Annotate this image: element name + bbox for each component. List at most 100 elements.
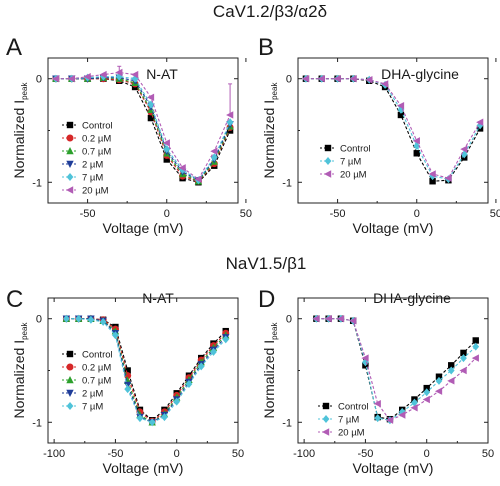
heading-top: CaV1.2/β3/α2δ	[213, 2, 327, 21]
legend-marker	[66, 134, 74, 142]
y-axis-label-main: Normalized I	[261, 100, 277, 179]
data-point	[411, 398, 418, 407]
data-point	[99, 317, 107, 326]
data-point	[448, 362, 455, 369]
x-tick-label: 0	[164, 208, 170, 220]
data-point	[444, 174, 452, 182]
legend-label: Control	[82, 350, 113, 361]
x-axis-label: Voltage (mV)	[103, 220, 184, 236]
data-point	[163, 156, 170, 163]
x-tick-label: 0	[414, 208, 420, 220]
data-point	[422, 395, 430, 404]
series-line	[55, 71, 231, 180]
panel-title: N-AT	[146, 66, 178, 82]
legend-marker	[66, 402, 74, 410]
legend-label: 7 µM	[82, 173, 103, 184]
legend-label: 0.2 µM	[82, 363, 111, 374]
data-point	[324, 315, 332, 323]
legend-label: 20 µM	[338, 428, 365, 439]
y-tick-label: 0	[36, 314, 42, 326]
series-line	[305, 78, 481, 180]
data-point	[162, 139, 170, 147]
x-axis-label: Voltage (mV)	[353, 460, 434, 476]
legend-label: 7 µM	[340, 157, 361, 168]
data-point	[131, 70, 139, 79]
legend-marker	[66, 173, 74, 181]
data-point	[312, 315, 320, 323]
y-axis-label-sub: peak	[270, 82, 279, 100]
legend-marker	[66, 121, 74, 129]
x-tick-label: 50	[482, 448, 494, 460]
data-point	[87, 315, 95, 324]
legend-label: Control	[340, 144, 371, 155]
legend-label: 20 µM	[340, 170, 367, 181]
data-point	[434, 387, 443, 395]
data-point	[222, 335, 230, 344]
legend-label: Control	[338, 402, 369, 413]
data-point	[147, 114, 155, 122]
data-point	[301, 75, 310, 83]
legend-marker	[66, 350, 74, 358]
data-point	[423, 384, 430, 392]
legend-label: 0.2 µM	[82, 134, 111, 145]
data-point	[361, 354, 369, 362]
x-tick-label: 0	[424, 448, 430, 460]
legend-label: 7 µM	[338, 415, 359, 426]
panel-b: B DHA-glycine -50 0 50 0 -1 Voltage (mV) Normali…	[258, 34, 500, 236]
legend-label: 2 µM	[82, 389, 103, 400]
data-point	[349, 75, 357, 83]
x-tick-label: -50	[107, 448, 123, 460]
data-point	[435, 373, 443, 380]
data-point	[447, 366, 455, 375]
legend-marker	[66, 186, 74, 194]
plot-frame	[47, 57, 239, 204]
legend-marker	[66, 389, 74, 397]
data-point	[349, 317, 357, 325]
panel-letter: B	[258, 34, 274, 61]
data-point	[99, 70, 107, 79]
y-axis-label: Normalized Ipeak	[11, 82, 29, 179]
data-point	[398, 407, 406, 416]
data-point	[429, 178, 436, 185]
data-point	[185, 379, 193, 388]
data-point	[124, 385, 132, 394]
data-point	[412, 137, 420, 145]
series-line	[305, 78, 481, 179]
panel-letter: A	[6, 34, 22, 61]
y-tick-label: 0	[36, 74, 42, 86]
data-point	[435, 376, 443, 385]
legend-marker	[324, 157, 332, 165]
x-tick-label: -50	[80, 208, 96, 220]
data-point	[460, 150, 468, 159]
data-point	[124, 367, 131, 374]
data-point	[197, 362, 205, 371]
series-line	[55, 78, 231, 183]
x-tick-label: 50	[490, 208, 500, 220]
data-point	[51, 75, 60, 83]
legend-label: 2 µM	[82, 160, 103, 171]
data-point	[385, 416, 394, 424]
data-point	[398, 411, 406, 419]
legend-marker	[324, 170, 332, 178]
y-tick-label: -1	[32, 417, 42, 429]
data-point	[413, 150, 420, 157]
data-point	[131, 74, 139, 83]
legend-label: 7 µM	[82, 402, 103, 413]
data-point	[146, 93, 155, 102]
data-point	[210, 347, 217, 356]
y-axis-label-main: Normalized I	[11, 100, 27, 179]
x-tick-label: -100	[293, 448, 315, 460]
data-point	[413, 142, 421, 151]
x-tick-label: 0	[174, 448, 180, 460]
data-point	[67, 75, 75, 83]
data-point	[472, 342, 480, 351]
data-point	[210, 153, 218, 162]
data-point	[381, 80, 389, 88]
data-point	[210, 147, 218, 155]
x-axis-label: Voltage (mV)	[103, 460, 184, 476]
legend-marker	[66, 376, 74, 384]
data-point	[396, 101, 405, 110]
data-point	[112, 331, 119, 340]
data-point	[447, 377, 455, 385]
legend-marker	[322, 415, 330, 423]
